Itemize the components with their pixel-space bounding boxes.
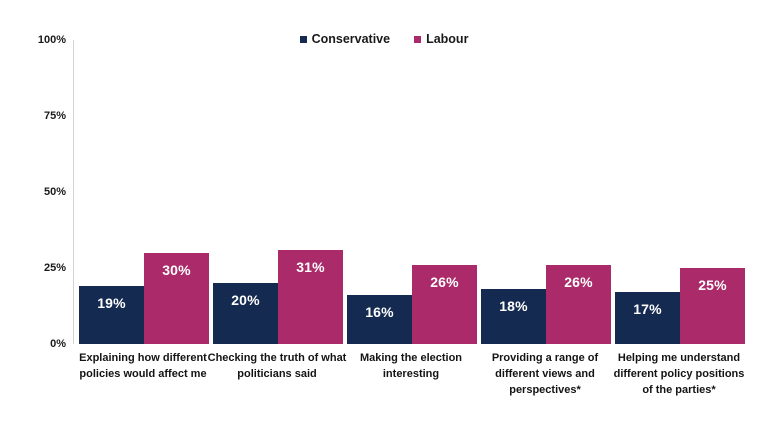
bar-value-label: 17% <box>633 301 662 318</box>
bar-conservative-4: 18% <box>481 289 546 344</box>
bar-group-1: 19% 30% <box>79 252 209 344</box>
legend-item-labour: Labour <box>414 32 468 46</box>
y-tick-50: 50% <box>43 186 66 198</box>
legend-swatch-labour <box>414 35 422 43</box>
bar-labour-3: 26% <box>412 264 477 344</box>
y-tick-0: 0% <box>50 338 66 350</box>
x-category-label-2: Checking the truth of what politicians sa… <box>207 352 347 380</box>
bar-group-3: 16% 26% <box>347 264 477 344</box>
y-tick-100: 100% <box>37 34 66 46</box>
bar-conservative-5: 17% <box>615 292 680 344</box>
bar-labour-5: 25% <box>680 268 745 344</box>
legend-label: Conservative <box>311 32 391 46</box>
legend-label: Labour <box>426 32 469 46</box>
bar-value-label: 19% <box>97 295 126 312</box>
bar-labour-1: 30% <box>144 252 209 344</box>
bar-value-label: 26% <box>430 273 459 290</box>
bar-value-label: 26% <box>564 273 593 290</box>
bar-value-label: 18% <box>499 298 528 315</box>
legend-item-conservative: Conservative <box>299 32 391 46</box>
bar-value-label: 20% <box>231 292 260 309</box>
bar-value-label: 30% <box>162 261 191 278</box>
x-category-label-4: Providing a range of different views and p… <box>491 352 599 396</box>
y-tick-25: 25% <box>43 262 66 274</box>
bar-conservative-1: 19% <box>79 286 144 344</box>
bar-labour-2: 31% <box>278 249 343 344</box>
bar-group-2: 20% 31% <box>213 249 343 344</box>
y-tick-75: 75% <box>43 110 66 122</box>
bar-labour-4: 26% <box>546 264 611 344</box>
bar-value-label: 16% <box>365 304 394 321</box>
bar-conservative-2: 20% <box>213 283 278 344</box>
bar-conservative-3: 16% <box>347 295 412 344</box>
bar-value-label: 25% <box>698 277 727 293</box>
bar-group-5: 17% 25% <box>615 268 745 344</box>
plot-area: 19% 30% 20% 31% 16% 26% 18% 26% 17% 25% <box>73 40 752 344</box>
x-category-label-3: Making the election interesting <box>359 352 463 380</box>
bar-group-4: 18% 26% <box>481 264 611 344</box>
x-category-label-5: Helping me understand different policy po… <box>613 352 745 396</box>
legend-swatch-conservative <box>299 35 307 43</box>
x-category-label-1: Explaining how different policies would a… <box>79 352 207 380</box>
chart-legend: Conservative Labour <box>0 32 768 46</box>
bar-value-label: 31% <box>296 258 325 275</box>
